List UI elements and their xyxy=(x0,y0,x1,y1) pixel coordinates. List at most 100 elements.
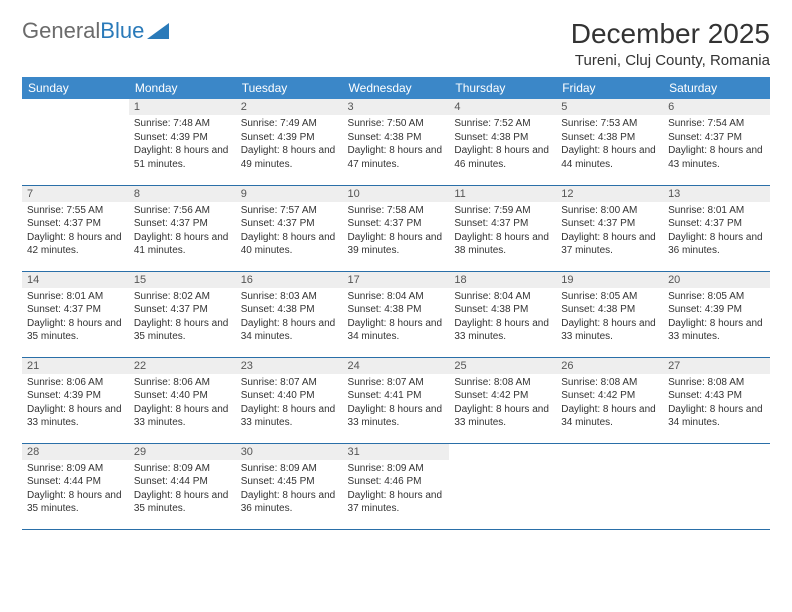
day-details: Sunrise: 7:53 AMSunset: 4:38 PMDaylight:… xyxy=(556,115,663,175)
calendar-day-cell: 31Sunrise: 8:09 AMSunset: 4:46 PMDayligh… xyxy=(343,443,450,529)
weekday-header: Wednesday xyxy=(343,77,450,99)
month-title: December 2025 xyxy=(571,18,770,50)
day-number: 8 xyxy=(129,186,236,202)
day-number: 31 xyxy=(343,444,450,460)
day-details: Sunrise: 8:06 AMSunset: 4:40 PMDaylight:… xyxy=(129,374,236,434)
calendar-day-cell: 30Sunrise: 8:09 AMSunset: 4:45 PMDayligh… xyxy=(236,443,343,529)
day-details: Sunrise: 8:09 AMSunset: 4:46 PMDaylight:… xyxy=(343,460,450,520)
weekday-header: Saturday xyxy=(663,77,770,99)
calendar-day-cell: 13Sunrise: 8:01 AMSunset: 4:37 PMDayligh… xyxy=(663,185,770,271)
calendar-week-row: 28Sunrise: 8:09 AMSunset: 4:44 PMDayligh… xyxy=(22,443,770,529)
day-details: Sunrise: 7:48 AMSunset: 4:39 PMDaylight:… xyxy=(129,115,236,175)
weekday-header: Sunday xyxy=(22,77,129,99)
weekday-header: Thursday xyxy=(449,77,556,99)
calendar-day-cell: 4Sunrise: 7:52 AMSunset: 4:38 PMDaylight… xyxy=(449,99,556,185)
day-number: 19 xyxy=(556,272,663,288)
calendar-day-cell: 16Sunrise: 8:03 AMSunset: 4:38 PMDayligh… xyxy=(236,271,343,357)
day-number: 30 xyxy=(236,444,343,460)
day-details: Sunrise: 8:04 AMSunset: 4:38 PMDaylight:… xyxy=(343,288,450,348)
day-number: 27 xyxy=(663,358,770,374)
day-number: 1 xyxy=(129,99,236,115)
location-text: Tureni, Cluj County, Romania xyxy=(571,52,770,69)
day-number: 24 xyxy=(343,358,450,374)
calendar-day-cell: 19Sunrise: 8:05 AMSunset: 4:38 PMDayligh… xyxy=(556,271,663,357)
calendar-day-cell: 15Sunrise: 8:02 AMSunset: 4:37 PMDayligh… xyxy=(129,271,236,357)
calendar-day-cell: 9Sunrise: 7:57 AMSunset: 4:37 PMDaylight… xyxy=(236,185,343,271)
calendar-week-row: 21Sunrise: 8:06 AMSunset: 4:39 PMDayligh… xyxy=(22,357,770,443)
calendar-day-cell: 7Sunrise: 7:55 AMSunset: 4:37 PMDaylight… xyxy=(22,185,129,271)
day-details: Sunrise: 8:07 AMSunset: 4:41 PMDaylight:… xyxy=(343,374,450,434)
logo-text-general: General xyxy=(22,18,100,44)
day-number: 13 xyxy=(663,186,770,202)
calendar-day-cell: 29Sunrise: 8:09 AMSunset: 4:44 PMDayligh… xyxy=(129,443,236,529)
day-number: 28 xyxy=(22,444,129,460)
day-details: Sunrise: 8:03 AMSunset: 4:38 PMDaylight:… xyxy=(236,288,343,348)
day-details: Sunrise: 8:01 AMSunset: 4:37 PMDaylight:… xyxy=(22,288,129,348)
day-details: Sunrise: 7:57 AMSunset: 4:37 PMDaylight:… xyxy=(236,202,343,262)
day-details: Sunrise: 7:55 AMSunset: 4:37 PMDaylight:… xyxy=(22,202,129,262)
calendar-day-cell: 8Sunrise: 7:56 AMSunset: 4:37 PMDaylight… xyxy=(129,185,236,271)
calendar-day-cell: 25Sunrise: 8:08 AMSunset: 4:42 PMDayligh… xyxy=(449,357,556,443)
weekday-header: Friday xyxy=(556,77,663,99)
calendar-day-cell: 6Sunrise: 7:54 AMSunset: 4:37 PMDaylight… xyxy=(663,99,770,185)
calendar-day-cell: 1Sunrise: 7:48 AMSunset: 4:39 PMDaylight… xyxy=(129,99,236,185)
day-number: 3 xyxy=(343,99,450,115)
calendar-day-cell xyxy=(449,443,556,529)
day-number: 7 xyxy=(22,186,129,202)
day-details: Sunrise: 7:49 AMSunset: 4:39 PMDaylight:… xyxy=(236,115,343,175)
day-number: 4 xyxy=(449,99,556,115)
calendar-week-row: 14Sunrise: 8:01 AMSunset: 4:37 PMDayligh… xyxy=(22,271,770,357)
day-details: Sunrise: 8:06 AMSunset: 4:39 PMDaylight:… xyxy=(22,374,129,434)
day-number: 29 xyxy=(129,444,236,460)
calendar-day-cell: 23Sunrise: 8:07 AMSunset: 4:40 PMDayligh… xyxy=(236,357,343,443)
calendar-day-cell: 20Sunrise: 8:05 AMSunset: 4:39 PMDayligh… xyxy=(663,271,770,357)
day-number: 26 xyxy=(556,358,663,374)
day-number: 20 xyxy=(663,272,770,288)
day-number: 23 xyxy=(236,358,343,374)
weekday-header: Monday xyxy=(129,77,236,99)
day-number: 15 xyxy=(129,272,236,288)
day-details: Sunrise: 8:05 AMSunset: 4:38 PMDaylight:… xyxy=(556,288,663,348)
day-details: Sunrise: 8:08 AMSunset: 4:43 PMDaylight:… xyxy=(663,374,770,434)
calendar-day-cell: 10Sunrise: 7:58 AMSunset: 4:37 PMDayligh… xyxy=(343,185,450,271)
calendar-day-cell: 11Sunrise: 7:59 AMSunset: 4:37 PMDayligh… xyxy=(449,185,556,271)
day-details: Sunrise: 7:50 AMSunset: 4:38 PMDaylight:… xyxy=(343,115,450,175)
day-number: 10 xyxy=(343,186,450,202)
day-number: 14 xyxy=(22,272,129,288)
calendar-day-cell: 24Sunrise: 8:07 AMSunset: 4:41 PMDayligh… xyxy=(343,357,450,443)
day-details: Sunrise: 8:09 AMSunset: 4:44 PMDaylight:… xyxy=(129,460,236,520)
day-details: Sunrise: 8:02 AMSunset: 4:37 PMDaylight:… xyxy=(129,288,236,348)
day-details: Sunrise: 8:01 AMSunset: 4:37 PMDaylight:… xyxy=(663,202,770,262)
day-details: Sunrise: 8:04 AMSunset: 4:38 PMDaylight:… xyxy=(449,288,556,348)
calendar-day-cell: 21Sunrise: 8:06 AMSunset: 4:39 PMDayligh… xyxy=(22,357,129,443)
calendar-page: GeneralBlue December 2025 Tureni, Cluj C… xyxy=(0,0,792,548)
day-details: Sunrise: 8:07 AMSunset: 4:40 PMDaylight:… xyxy=(236,374,343,434)
day-number: 18 xyxy=(449,272,556,288)
day-details: Sunrise: 8:05 AMSunset: 4:39 PMDaylight:… xyxy=(663,288,770,348)
day-details: Sunrise: 7:52 AMSunset: 4:38 PMDaylight:… xyxy=(449,115,556,175)
calendar-week-row: 1Sunrise: 7:48 AMSunset: 4:39 PMDaylight… xyxy=(22,99,770,185)
calendar-day-cell: 18Sunrise: 8:04 AMSunset: 4:38 PMDayligh… xyxy=(449,271,556,357)
day-number: 6 xyxy=(663,99,770,115)
day-number: 16 xyxy=(236,272,343,288)
day-details: Sunrise: 8:08 AMSunset: 4:42 PMDaylight:… xyxy=(556,374,663,434)
calendar-day-cell: 28Sunrise: 8:09 AMSunset: 4:44 PMDayligh… xyxy=(22,443,129,529)
day-details: Sunrise: 8:08 AMSunset: 4:42 PMDaylight:… xyxy=(449,374,556,434)
logo: GeneralBlue xyxy=(22,18,169,44)
page-header: GeneralBlue December 2025 Tureni, Cluj C… xyxy=(22,18,770,69)
calendar-day-cell: 27Sunrise: 8:08 AMSunset: 4:43 PMDayligh… xyxy=(663,357,770,443)
day-details: Sunrise: 7:58 AMSunset: 4:37 PMDaylight:… xyxy=(343,202,450,262)
calendar-day-cell: 3Sunrise: 7:50 AMSunset: 4:38 PMDaylight… xyxy=(343,99,450,185)
calendar-week-row: 7Sunrise: 7:55 AMSunset: 4:37 PMDaylight… xyxy=(22,185,770,271)
title-block: December 2025 Tureni, Cluj County, Roman… xyxy=(571,18,770,69)
calendar-day-cell: 17Sunrise: 8:04 AMSunset: 4:38 PMDayligh… xyxy=(343,271,450,357)
day-details: Sunrise: 7:54 AMSunset: 4:37 PMDaylight:… xyxy=(663,115,770,175)
calendar-table: SundayMondayTuesdayWednesdayThursdayFrid… xyxy=(22,77,770,530)
day-details: Sunrise: 8:00 AMSunset: 4:37 PMDaylight:… xyxy=(556,202,663,262)
calendar-day-cell: 26Sunrise: 8:08 AMSunset: 4:42 PMDayligh… xyxy=(556,357,663,443)
day-number: 25 xyxy=(449,358,556,374)
calendar-day-cell: 5Sunrise: 7:53 AMSunset: 4:38 PMDaylight… xyxy=(556,99,663,185)
day-details: Sunrise: 8:09 AMSunset: 4:45 PMDaylight:… xyxy=(236,460,343,520)
calendar-day-cell: 2Sunrise: 7:49 AMSunset: 4:39 PMDaylight… xyxy=(236,99,343,185)
day-number: 2 xyxy=(236,99,343,115)
